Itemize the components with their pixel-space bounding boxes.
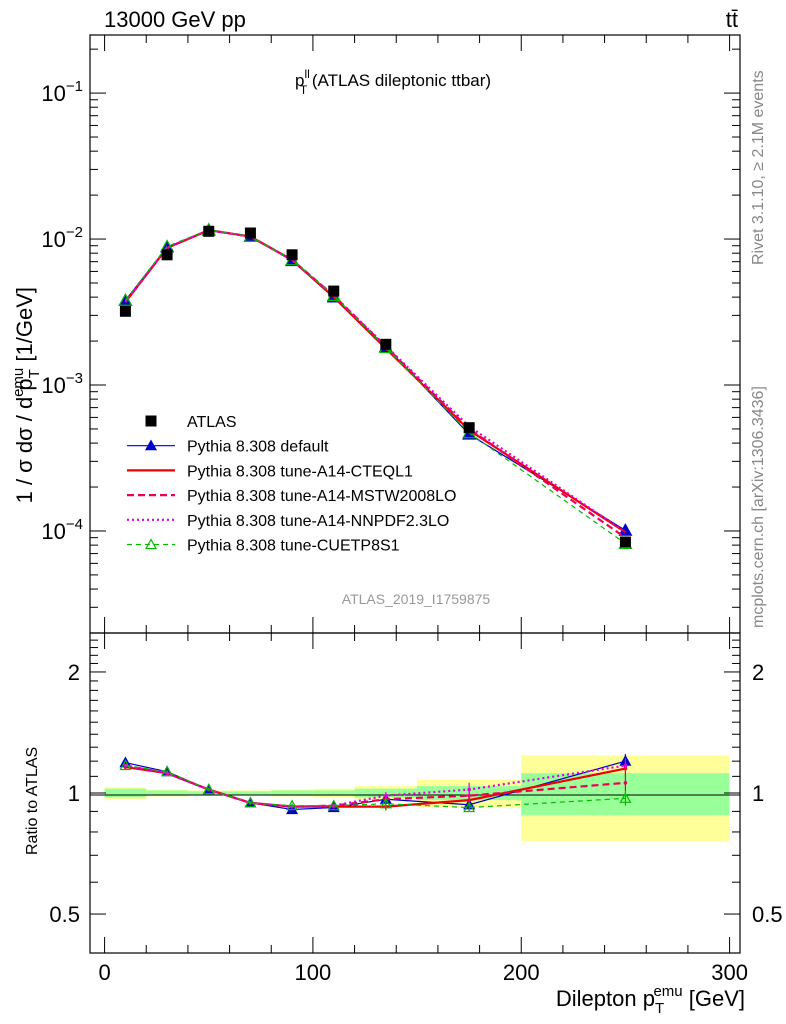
main-point-default [462, 427, 477, 440]
x-tick-label: 100 [295, 960, 332, 985]
ratio-point-cuetp8s1 [327, 799, 340, 811]
ratio-band-inner [229, 791, 272, 795]
ratio-point-cuetp8s1 [463, 801, 476, 813]
ratio-point-a14_mstw [623, 781, 628, 785]
ratio-point-a14_nnpdf [467, 787, 471, 792]
main-y-tick-label: 10−1 [41, 78, 83, 106]
ratio-band-inner [271, 790, 313, 796]
legend-label-a14_cteql1: Pythia 8.308 tune-A14-CTEQL1 [187, 463, 413, 480]
ratio-y-tick-label-right: 2 [752, 660, 764, 685]
ratio-point-cuetp8s1 [161, 765, 174, 777]
ratio-y-tick-label-right: 0.5 [752, 902, 783, 927]
ratio-band-inner [312, 790, 355, 796]
main-series-line-cuetp8s1 [124, 229, 626, 545]
ratio-point-a14_nnpdf [623, 763, 628, 768]
rivet-version-label: Rivet 3.1.10, ≥ 2.1M events [750, 70, 767, 265]
ratio-point-a14_nnpdf [384, 793, 388, 798]
main-data-point [328, 285, 340, 297]
header-collision-label: 13000 GeV pp [104, 7, 246, 32]
mcplots-credit-label: mcplots.cern.ch [arXiv:1306.3436] [750, 386, 767, 628]
main-plot-title: pll T (ATLAS dileptonic ttbar) [295, 67, 491, 97]
main-panel: 10−1 10−2 10−3 10−4 pll T (ATLAS dileptonic … [10, 34, 741, 634]
main-point-cuetp8s1 [118, 293, 133, 306]
main-axis-ticks: 10−1 10−2 10−3 10−4 [41, 35, 740, 634]
main-data-point [244, 227, 256, 239]
ratio-point-cuetp8s1 [619, 792, 632, 803]
ratio-point-cuetp8s1 [379, 797, 392, 809]
legend-label-data: ATLAS [187, 414, 237, 431]
main-series-line-a14_cteql1 [124, 229, 627, 534]
ratio-series-group [119, 754, 632, 815]
main-data-point [203, 225, 215, 237]
main-y-tick-label: 10−4 [41, 516, 83, 544]
main-series-line-a14_nnpdf [124, 229, 627, 534]
ratio-point-cuetp8s1 [244, 796, 257, 808]
main-data-point [463, 422, 475, 434]
main-y-tick-label: 10−2 [41, 224, 83, 252]
ratio-axis-ticks: 0.5 0.5 1 1 2 2 0 100 200 300 [49, 633, 783, 985]
main-series-line-default [124, 229, 626, 531]
header-process-label: tt̄ [726, 7, 738, 32]
legend-label-a14_mstw: Pythia 8.308 tune-A14-MSTW2008LO [187, 488, 456, 505]
ratio-panel: 0.5 0.5 1 1 2 2 0 100 200 300 Ratio to ATLAS Dile… [24, 632, 783, 1017]
x-axis-label: Dilepton pTemu [GeV] [556, 983, 745, 1017]
main-data-point [286, 249, 298, 261]
main-y-axis-label: 1 / σ dσ / d pTemu [1/GeV] [10, 287, 43, 503]
ratio-y-tick-label-left: 2 [68, 660, 80, 685]
legend-label-default: Pythia 8.308 default [187, 439, 329, 456]
legend-marker-cuetp8s1 [144, 538, 158, 550]
ratio-band-inner [104, 788, 147, 798]
ratio-y-tick-label-right: 1 [752, 781, 764, 806]
legend-marker-default [144, 439, 158, 451]
legend-label-a14_nnpdf: Pythia 8.308 tune-A14-NNPDF2.3LO [187, 513, 449, 530]
x-tick-label: 0 [98, 960, 110, 985]
main-data-point [119, 305, 131, 317]
analysis-watermark: ATLAS_2019_I1759875 [342, 591, 491, 607]
ratio-y-tick-label-left: 1 [68, 781, 80, 806]
ratio-y-tick-label-left: 0.5 [49, 902, 80, 927]
ratio-y-axis-label: Ratio to ATLAS [24, 747, 41, 855]
ratio-band-inner [146, 790, 188, 796]
legend: ATLAS Pythia 8.308 default Pythia 8.308 tu… [127, 414, 456, 555]
legend-label-cuetp8s1: Pythia 8.308 tune-CUETP8S1 [187, 538, 400, 555]
legend-marker-data [145, 415, 157, 427]
ratio-point-default [286, 803, 299, 815]
ratio-series-line-a14_mstw [125, 764, 626, 808]
ratio-point-cuetp8s1 [202, 783, 215, 795]
main-data-point [161, 249, 173, 261]
main-data-point [380, 338, 392, 350]
ratio-point-cuetp8s1 [286, 799, 299, 811]
x-tick-label: 300 [711, 960, 748, 985]
x-tick-label: 200 [503, 960, 540, 985]
main-y-tick-label: 10−3 [41, 370, 83, 398]
main-data-point [619, 536, 631, 548]
main-series-group [118, 222, 633, 549]
ratio-point-cuetp8s1 [119, 759, 132, 771]
